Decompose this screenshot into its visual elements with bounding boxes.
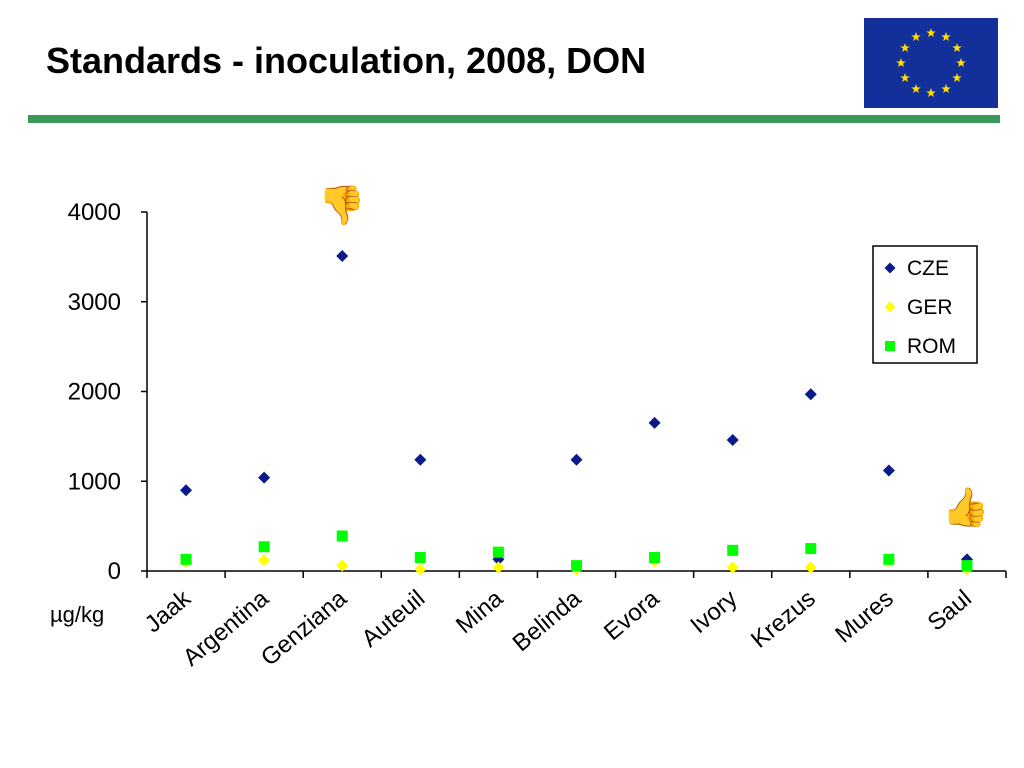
flag-star-icon <box>956 58 966 68</box>
point-rom <box>258 541 270 553</box>
x-tick-label: Argentina <box>178 585 275 672</box>
point-rom <box>414 552 426 564</box>
point-cze <box>648 416 661 429</box>
legend-label: CZE <box>907 257 949 280</box>
y-tick-label: 1000 <box>68 468 121 495</box>
x-tick-label: Jaak <box>140 584 197 638</box>
point-rom <box>336 530 348 542</box>
flag-star-icon <box>926 28 936 38</box>
flag-star-icon <box>952 43 962 53</box>
flag-star-icon <box>941 83 951 94</box>
title-divider <box>28 115 1000 123</box>
y-tick-label: 2000 <box>68 379 121 406</box>
point-ger <box>414 563 427 576</box>
x-tick-label: Ivory <box>685 585 742 639</box>
point-cze <box>804 388 817 401</box>
flag-star-icon <box>900 73 910 83</box>
chart-legend: CZE GER ROM <box>872 245 978 364</box>
thumbs-down-icon: 👎 <box>318 183 366 227</box>
x-tick-label: Genziana <box>256 585 353 672</box>
y-tick-label: 0 <box>108 558 121 585</box>
flag-star-icon <box>911 32 921 42</box>
y-tick-label: 3000 <box>68 289 121 316</box>
point-cze <box>882 464 895 477</box>
point-ger <box>336 559 349 572</box>
point-cze <box>336 249 349 262</box>
flag-star-icon <box>952 73 962 83</box>
x-tick-label: Mures <box>830 585 898 649</box>
point-cze <box>180 484 193 497</box>
y-tick-label: 4000 <box>68 199 121 226</box>
x-tick-label: Evora <box>599 584 665 645</box>
point-rom <box>492 546 504 558</box>
flag-star-icon <box>900 43 910 53</box>
flag-star-icon <box>896 58 906 68</box>
point-rom <box>649 552 661 564</box>
eu-flag-icon <box>864 18 998 108</box>
legend-label: GER <box>907 296 953 319</box>
flag-star-icon <box>911 83 921 94</box>
point-ger <box>492 561 505 574</box>
x-tick-label: Auteuil <box>357 585 431 653</box>
x-tick-label: Mina <box>451 585 509 640</box>
point-ger <box>804 561 817 574</box>
legend-swatch-rom <box>885 341 895 351</box>
flag-star-icon <box>926 88 936 98</box>
point-ger <box>726 561 739 574</box>
legend-swatch-ger <box>884 301 896 313</box>
page-title: Standards - inoculation, 2008, DON <box>46 40 647 81</box>
thumbs-up-icon: 👍 <box>942 485 990 529</box>
point-rom <box>180 553 192 565</box>
legend-label: ROM <box>907 335 956 358</box>
point-rom <box>571 560 582 572</box>
point-cze <box>414 453 427 466</box>
flag-star-icon <box>941 32 951 42</box>
eu-flag-stars <box>896 28 966 98</box>
x-tick-label: Saul <box>923 585 977 637</box>
point-cze <box>258 471 271 484</box>
y-axis-label: µg/kg <box>50 602 104 627</box>
point-rom <box>727 544 739 556</box>
x-tick-label: Belinda <box>508 584 587 657</box>
point-rom <box>961 560 973 572</box>
point-cze <box>726 433 739 446</box>
point-rom <box>883 553 895 565</box>
point-cze <box>570 453 583 466</box>
legend-swatch-cze <box>884 262 896 274</box>
point-ger <box>258 554 271 567</box>
x-tick-label: Krezus <box>746 585 821 654</box>
point-rom <box>805 543 817 555</box>
